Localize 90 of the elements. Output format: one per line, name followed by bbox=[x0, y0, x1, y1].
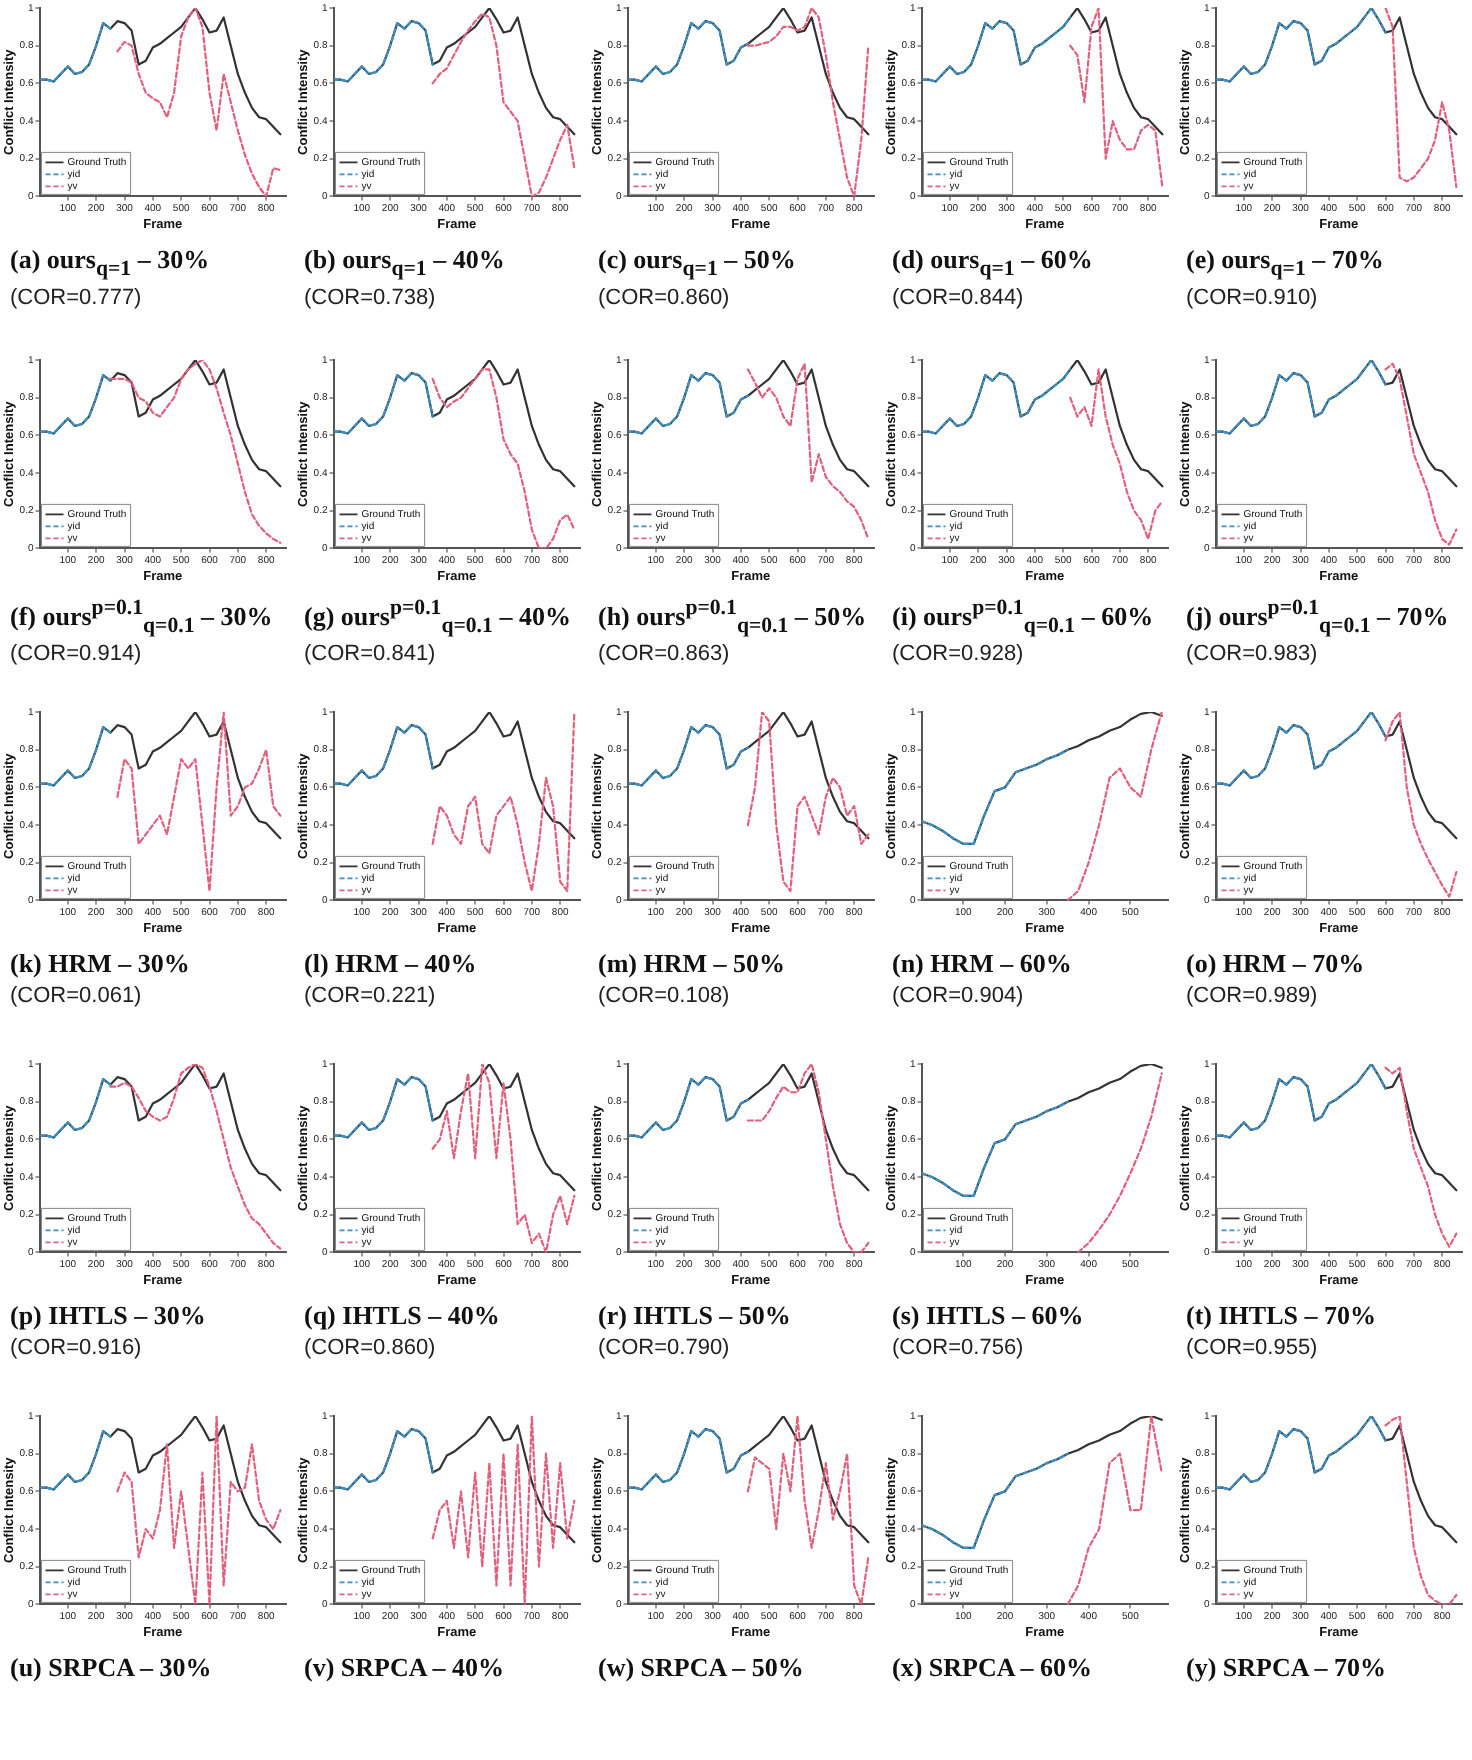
line-series bbox=[921, 16, 1072, 83]
line-series bbox=[1069, 368, 1164, 541]
line-series bbox=[1384, 1066, 1458, 1248]
text: (k) HRM – 30% bbox=[10, 948, 192, 980]
line-series bbox=[746, 362, 870, 541]
line-series bbox=[921, 368, 1072, 435]
text: (COR=0.860) bbox=[598, 285, 732, 310]
text: (COR=0.983) bbox=[1186, 641, 1320, 666]
line-series bbox=[1215, 360, 1387, 435]
line-series bbox=[921, 748, 1069, 845]
line-series bbox=[333, 20, 434, 83]
line-series bbox=[1215, 1064, 1387, 1139]
text: (t) IHTLS – 70% bbox=[1186, 1300, 1378, 1332]
line-series bbox=[627, 724, 750, 787]
text: (c) ours$_{q=1}$ – 50% bbox=[598, 244, 798, 282]
line-series bbox=[333, 1076, 434, 1139]
text: (COR=0.928) bbox=[892, 641, 1026, 666]
text: (f) ours$^{p=0.1}$$_{q=0.1}$ – 30% bbox=[10, 596, 275, 638]
text: (w) SRPCA – 50% bbox=[598, 1652, 806, 1684]
text: (e) ours$_{q=1}$ – 70% bbox=[1186, 244, 1386, 282]
text: (COR=0.955) bbox=[1186, 1336, 1320, 1360]
text: (COR=0.108) bbox=[598, 984, 732, 1008]
line-series bbox=[39, 21, 112, 83]
text: (r) IHTLS – 50% bbox=[598, 1300, 793, 1332]
text: (u) SRPCA – 30% bbox=[10, 1652, 214, 1684]
line-series bbox=[627, 20, 750, 83]
text: (h) ours$^{p=0.1}$$_{q=0.1}$ – 50% bbox=[598, 596, 869, 638]
text: (COR=0.910) bbox=[1186, 285, 1320, 310]
text: (x) SRPCA – 60% bbox=[892, 1652, 1095, 1684]
text: (y) SRPCA – 70% bbox=[1186, 1652, 1389, 1684]
text: (i) ours$^{p=0.1}$$_{q=0.1}$ – 60% bbox=[892, 596, 1156, 638]
line-series bbox=[627, 1428, 750, 1491]
text: (o) HRM – 70% bbox=[1186, 948, 1367, 980]
line-series bbox=[431, 712, 576, 893]
text: (q) IHTLS – 40% bbox=[304, 1300, 502, 1332]
line-series bbox=[431, 12, 576, 197]
text: (COR=0.904) bbox=[892, 984, 1026, 1008]
line-series bbox=[39, 1429, 112, 1491]
text: (COR=0.738) bbox=[304, 285, 438, 310]
text: (m) HRM – 50% bbox=[598, 948, 788, 980]
line-series bbox=[1384, 1416, 1458, 1605]
text: (COR=0.221) bbox=[304, 984, 438, 1008]
line-series bbox=[746, 8, 870, 197]
line-series bbox=[431, 1064, 576, 1253]
text: (COR=0.841) bbox=[304, 641, 438, 666]
line-series bbox=[431, 368, 576, 549]
line-series bbox=[746, 712, 870, 893]
text: (j) ours$^{p=0.1}$$_{q=0.1}$ – 70% bbox=[1186, 596, 1451, 638]
text: (a) ours$_{q=1}$ – 30% bbox=[10, 244, 212, 282]
text: (g) ours$^{p=0.1}$$_{q=0.1}$ – 40% bbox=[304, 596, 573, 638]
line-series bbox=[921, 1452, 1069, 1549]
text: (v) SRPCA – 40% bbox=[304, 1652, 507, 1684]
line-series bbox=[1384, 712, 1458, 898]
line-series bbox=[1066, 1416, 1163, 1605]
text: (COR=0.790) bbox=[598, 1336, 732, 1360]
line-series bbox=[1069, 8, 1164, 189]
line-series bbox=[39, 373, 112, 435]
line-series bbox=[1215, 712, 1387, 787]
line-series bbox=[921, 1100, 1069, 1197]
line-series bbox=[746, 1416, 870, 1605]
line-series bbox=[333, 372, 434, 435]
text: (l) HRM – 40% bbox=[304, 948, 479, 980]
line-series bbox=[39, 1077, 112, 1139]
text: (COR=0.844) bbox=[892, 285, 1026, 310]
line-series bbox=[1384, 8, 1458, 189]
line-series bbox=[1066, 712, 1163, 901]
text: (COR=0.863) bbox=[598, 641, 732, 666]
line-series bbox=[431, 1416, 576, 1605]
text: (COR=0.756) bbox=[892, 1336, 1026, 1360]
text: (COR=0.989) bbox=[1186, 984, 1320, 1008]
line-series bbox=[746, 1064, 870, 1253]
text: (COR=0.860) bbox=[304, 1336, 438, 1360]
text: (COR=0.914) bbox=[10, 641, 144, 666]
text: (COR=0.061) bbox=[10, 984, 144, 1008]
text: (s) IHTLS – 60% bbox=[892, 1300, 1086, 1332]
text: (n) HRM – 60% bbox=[892, 948, 1074, 980]
text: (b) ours$_{q=1}$ – 40% bbox=[304, 244, 507, 282]
line-series bbox=[333, 724, 434, 787]
text: (COR=0.916) bbox=[10, 1336, 144, 1360]
line-series bbox=[1215, 8, 1387, 83]
line-series bbox=[1077, 1072, 1163, 1253]
line-series bbox=[333, 1428, 434, 1491]
text: (d) ours$_{q=1}$ – 60% bbox=[892, 244, 1095, 282]
line-series bbox=[39, 725, 112, 787]
line-series bbox=[627, 372, 750, 435]
line-series bbox=[627, 1076, 750, 1139]
text: (p) IHTLS – 30% bbox=[10, 1300, 208, 1332]
line-series bbox=[1215, 1416, 1387, 1491]
text: (COR=0.777) bbox=[10, 285, 144, 310]
line-series bbox=[1384, 362, 1458, 546]
